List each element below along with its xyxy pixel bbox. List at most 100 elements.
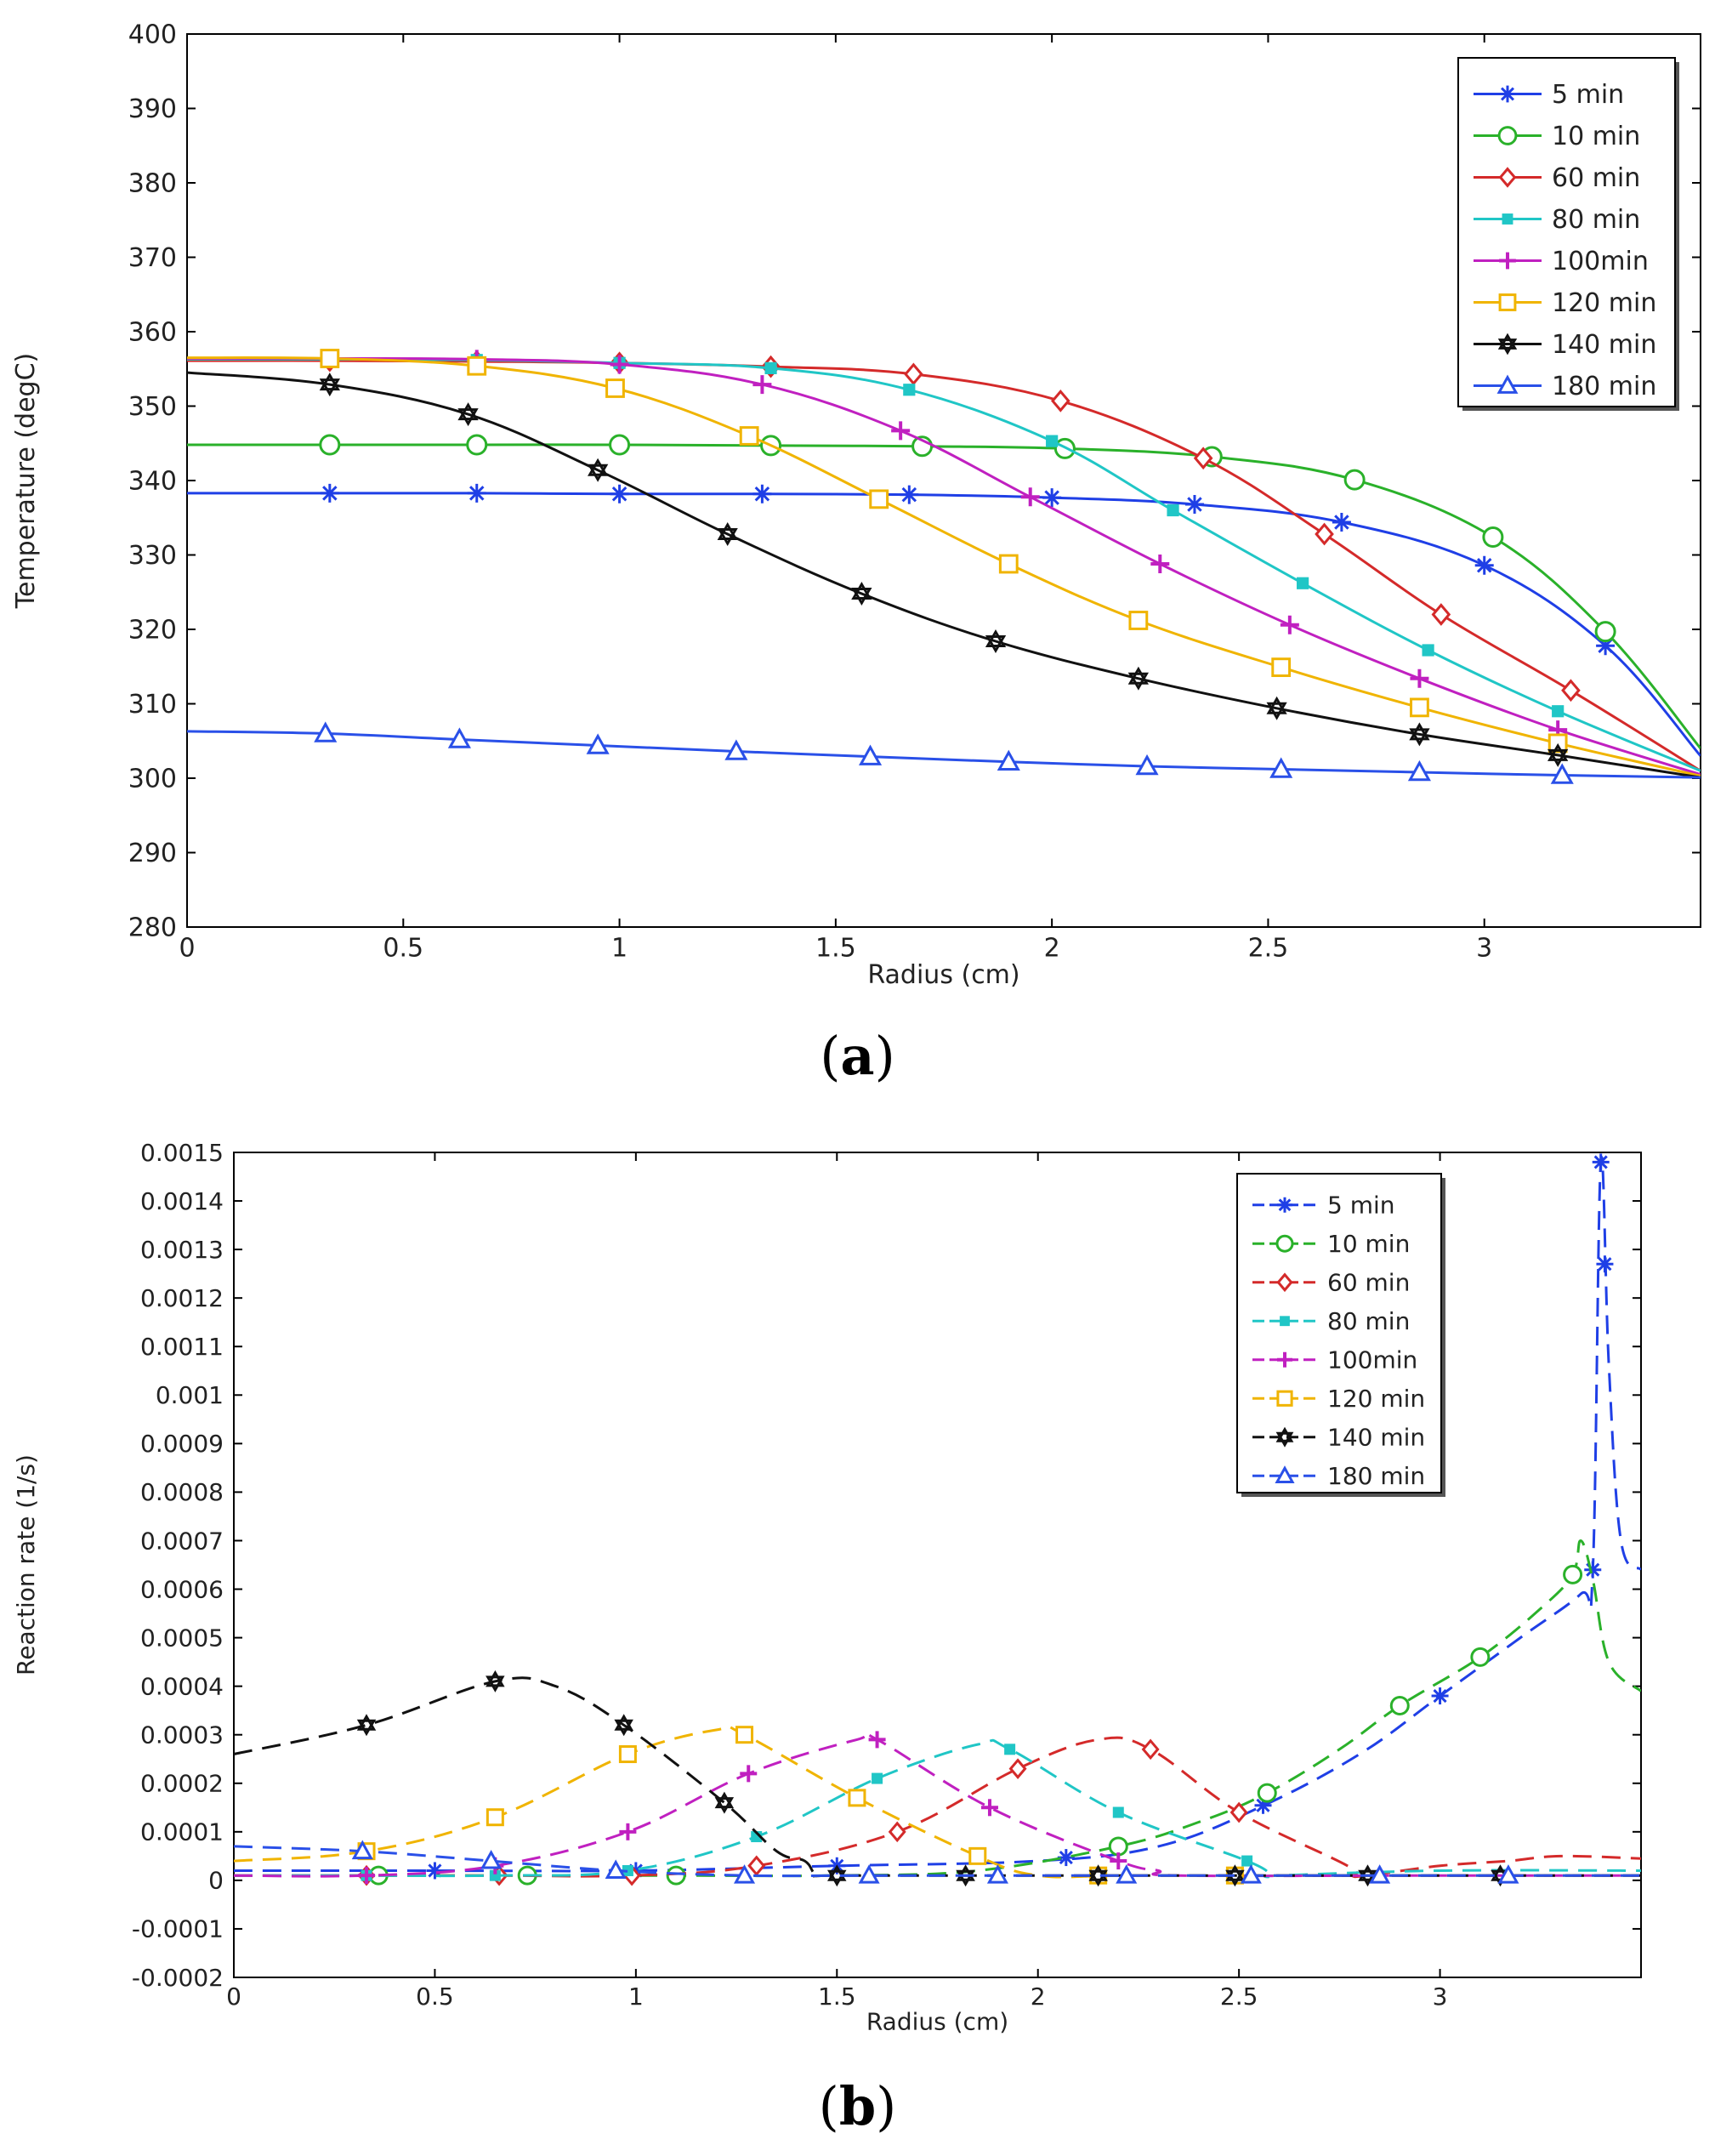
chart-panel-a: 280 290 300 310 320 330 340 350 360 370 380 390 400 0… — [0, 0, 1715, 1021]
legend-marker-80-min — [1502, 213, 1513, 225]
data-point-140-min — [851, 582, 872, 606]
data-point-60-min — [888, 1821, 906, 1843]
data-point-60-min — [1141, 1738, 1160, 1761]
data-point-100min — [752, 375, 772, 395]
data-point-120-min — [968, 1846, 987, 1865]
data-point-60-min — [1561, 679, 1581, 703]
y-tick-label: 0.0012 — [140, 1284, 224, 1312]
data-point-5-min — [426, 1862, 444, 1880]
data-point-10-min — [1482, 526, 1504, 548]
data-point-180-min — [605, 1859, 627, 1879]
data-point-180-min — [1240, 1864, 1262, 1884]
data-point-140-min — [1409, 722, 1430, 747]
data-point-140-min — [956, 1864, 975, 1887]
legend-marker-120-min — [1276, 1390, 1293, 1407]
data-point-60-min — [747, 1855, 766, 1877]
data-point-120-min — [320, 349, 340, 368]
x-tick-label: 1 — [628, 1982, 644, 2011]
data-point-80-min — [872, 1772, 883, 1784]
data-point-120-min — [848, 1789, 866, 1807]
legend-marker-140-min — [1497, 333, 1518, 356]
data-point-10-min — [319, 434, 341, 456]
series-line-100min — [187, 356, 1701, 777]
x-tick-label: 0 — [226, 1982, 241, 2011]
data-point-10-min — [1470, 1647, 1491, 1667]
data-point-100min — [1280, 615, 1299, 634]
x-tick-label: 0.5 — [416, 1982, 454, 2011]
y-tick-label: 280 — [128, 913, 177, 943]
data-point-5-min — [610, 484, 629, 503]
data-point-60-min — [1193, 447, 1213, 470]
y-tick-label: 0.001 — [156, 1381, 224, 1409]
y-tick-label: 310 — [128, 690, 177, 720]
data-point-10-min — [1389, 1695, 1410, 1715]
legend-marker-60-min — [1498, 167, 1517, 188]
data-point-80-min — [764, 361, 777, 374]
data-point-10-min — [1563, 1564, 1583, 1584]
data-point-180-min — [858, 1864, 880, 1884]
data-point-140-min — [714, 1791, 735, 1814]
legend-marker-10-min — [1275, 1234, 1294, 1253]
data-point-140-min — [1266, 696, 1287, 720]
temperature-chart: 2802903003103203303403503603703803904000… — [11, 20, 1701, 990]
data-point-180-min — [1116, 1864, 1138, 1884]
legend-marker-180-min — [1496, 374, 1519, 394]
data-point-100min — [1110, 1852, 1127, 1870]
data-point-5-min — [1474, 555, 1494, 575]
data-point-140-min — [588, 458, 609, 482]
y-tick-label: 340 — [128, 467, 177, 497]
series-line-60-min — [187, 359, 1701, 772]
data-point-10-min — [1257, 1783, 1277, 1803]
data-point-140-min — [614, 1714, 633, 1737]
data-point-100min — [1410, 668, 1429, 688]
legend-marker-140-min — [1275, 1426, 1294, 1448]
data-point-80-min — [1167, 503, 1179, 517]
legend-label-180-min: 180 min — [1552, 372, 1656, 401]
x-tick-label: 0 — [179, 934, 195, 964]
data-point-180-min — [986, 1864, 1008, 1884]
data-point-5-min — [1431, 1687, 1449, 1705]
data-point-100min — [740, 1765, 758, 1783]
data-point-140-min — [1088, 1864, 1108, 1887]
data-point-10-min — [1108, 1836, 1128, 1857]
data-point-5-min — [900, 485, 919, 504]
y-tick-label: 0.0004 — [140, 1672, 224, 1700]
data-point-80-min — [1297, 577, 1309, 589]
x-tick-label: 2.5 — [1220, 1982, 1258, 2011]
legend-label-80-min: 80 min — [1552, 205, 1640, 235]
chart-panel-b: -0.0002 -0.0001 0 0.0001 0.0002 0.0003 0.0004 0… — [0, 1106, 1715, 2152]
legend-marker-5-min — [1499, 85, 1516, 103]
y-tick-label: 370 — [128, 243, 177, 273]
legend-label-5-min: 5 min — [1552, 80, 1624, 110]
y-tick-label: 390 — [128, 94, 177, 124]
legend-label-60-min: 60 min — [1552, 163, 1640, 193]
series-line-5-min — [187, 492, 1701, 757]
data-point-10-min — [1343, 469, 1366, 491]
x-tick-label: 1.5 — [815, 934, 856, 964]
data-point-80-min — [1422, 644, 1434, 657]
x-tick-label: 2 — [1044, 934, 1060, 964]
data-point-100min — [980, 1799, 998, 1817]
y-tick-label: -0.0001 — [132, 1915, 224, 1943]
legend-label-10-min: 10 min — [1552, 122, 1640, 151]
data-point-80-min — [1241, 1855, 1253, 1867]
data-point-10-min — [1594, 621, 1616, 643]
data-point-140-min — [356, 1714, 377, 1737]
y-axis-label: Reaction rate (1/s) — [12, 1454, 40, 1675]
axes: -0.0002 -0.0001 0 0.0001 0.0002 0.0003 0.0004 0… — [132, 1139, 1641, 2011]
data-point-100min — [619, 1823, 637, 1840]
legend-box — [1457, 57, 1676, 407]
data-point-180-min — [997, 749, 1020, 771]
legend-label-60-min: 60 min — [1327, 1269, 1410, 1297]
data-point-140-min — [1127, 666, 1149, 691]
legend-label-80-min: 80 min — [1327, 1307, 1410, 1335]
y-tick-label: 320 — [128, 616, 177, 646]
data-point-60-min — [904, 362, 923, 386]
y-tick-label: 0.0009 — [140, 1430, 224, 1458]
data-point-180-min — [480, 1849, 503, 1869]
data-point-120-min — [998, 554, 1019, 574]
axes: 2802903003103203303403503603703803904000… — [128, 20, 1701, 964]
y-tick-label: 0.0014 — [140, 1187, 224, 1215]
legend-marker-120-min — [1498, 293, 1517, 311]
legend-marker-100min — [1499, 252, 1516, 270]
